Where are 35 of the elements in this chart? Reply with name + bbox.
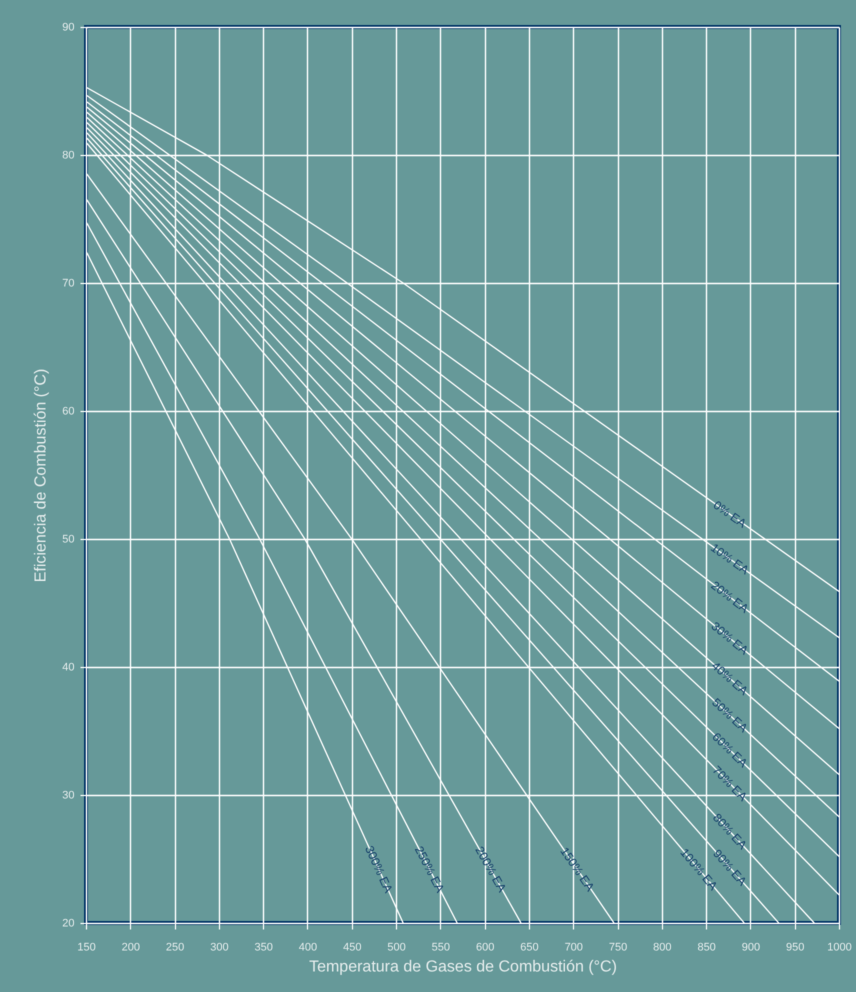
y-tick-label: 50 <box>62 534 74 546</box>
y-tick-label: 80 <box>62 150 74 162</box>
x-tick-label: 350 <box>254 942 273 954</box>
text: 250% EA <box>412 844 448 895</box>
text: 40% EA <box>708 658 751 698</box>
x-tick-label: 400 <box>298 942 318 954</box>
x-tick-label: 650 <box>520 942 539 954</box>
x-axis-title: Temperatura de Gases de Combustión (°C) <box>309 958 617 976</box>
text: 300% EA <box>362 844 396 895</box>
x-tick-label: 800 <box>653 942 672 954</box>
x-tick-label: 950 <box>786 942 804 954</box>
y-tick-label: 70 <box>62 278 74 290</box>
x-tick-label: 900 <box>742 942 760 954</box>
x-tick-label: 850 <box>697 942 716 954</box>
x-tick-label: 450 <box>343 942 362 954</box>
x-tick-label: 1000 <box>827 942 852 954</box>
x-tick-label: 550 <box>432 942 450 954</box>
x-tick-label: 200 <box>122 942 140 954</box>
x-tick-label: 600 <box>476 942 494 954</box>
x-tick-label: 300 <box>210 942 229 954</box>
x-tick-label: 150 <box>77 942 96 954</box>
text: 10% EA <box>708 540 752 578</box>
y-tick-label: 40 <box>62 662 74 674</box>
text: 20% EA <box>708 578 752 616</box>
x-tick-label: 700 <box>564 942 583 954</box>
text: 0% EA <box>710 498 749 531</box>
y-tick-label: 60 <box>62 406 74 418</box>
x-tick-label: 250 <box>166 942 184 954</box>
text: 30% EA <box>708 619 751 658</box>
y-tick-label: 90 <box>62 22 74 34</box>
y-axis-title: Eficiencia de Combustión (°C) <box>32 368 50 582</box>
x-tick-label: 750 <box>608 942 628 954</box>
y-tick-label: 30 <box>62 790 74 802</box>
x-tick-label: 500 <box>387 942 406 954</box>
y-tick-label: 20 <box>62 918 74 930</box>
